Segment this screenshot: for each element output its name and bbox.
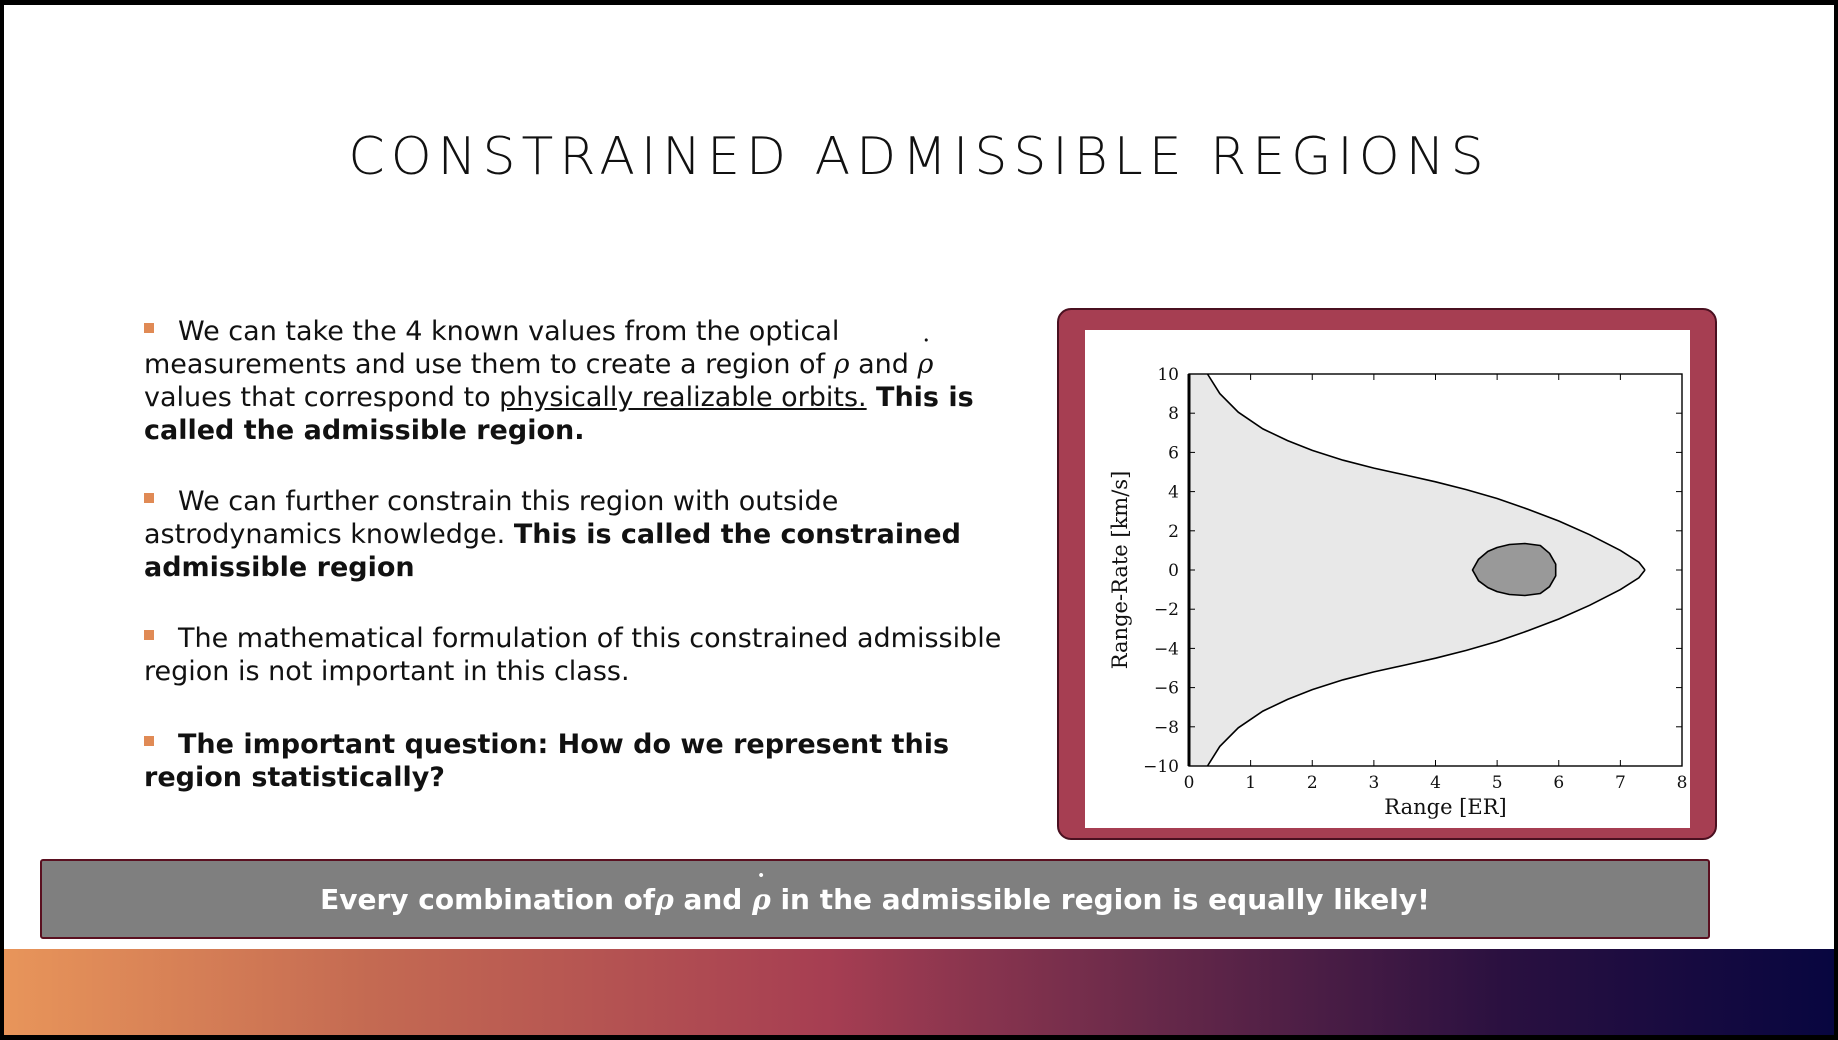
bullet-4-bold: The important question: How do we repres… [144, 729, 950, 793]
x-tick-label: 2 [1307, 773, 1318, 793]
bullet-1-text-a: We can take the 4 known values from the … [144, 316, 840, 380]
rho-symbol: ρ [833, 349, 850, 380]
x-tick-label: 7 [1615, 773, 1626, 793]
callout-text-a: Every combination of [320, 882, 656, 916]
x-tick-label: 6 [1553, 773, 1564, 793]
callout-text-b: and [683, 882, 743, 916]
underlined-phrase: physically realizable orbits. [499, 382, 867, 413]
bullet-4: The important question: How do we repres… [144, 728, 1004, 794]
bullet-1-bold: This is called the admissible region. [144, 382, 974, 446]
bullet-1: We can take the 4 known values from the … [144, 315, 1004, 447]
y-tick-label: −10 [1143, 757, 1179, 777]
y-tick-label: −6 [1154, 679, 1179, 699]
y-tick-label: 0 [1168, 561, 1179, 581]
figure-panel: 0 1 2 3 4 5 6 7 8 10 8 6 4 2 0 −2 −4 −6 −8 −10 Range [ER] Ran… [1085, 330, 1690, 828]
bullet-list: We can take the 4 known values from the … [144, 315, 1004, 832]
bullet-marker [144, 630, 154, 640]
bullet-marker [144, 736, 154, 746]
slide-title: CONSTRAINED ADMISSIBLE REGIONS [348, 127, 1490, 187]
slide: CONSTRAINED ADMISSIBLE REGIONS We can ta… [4, 5, 1834, 1035]
y-tick-label: 8 [1168, 404, 1179, 424]
x-tick-label: 1 [1245, 773, 1256, 793]
y-tick-label: −2 [1154, 600, 1179, 620]
x-axis-label: Range [ER] [1384, 795, 1506, 819]
admissible-region-chart: 0 1 2 3 4 5 6 7 8 10 8 6 4 2 0 −2 −4 −6 −8 −10 Range [ER] Ran… [1108, 365, 1688, 819]
x-tick-label: 0 [1184, 773, 1195, 793]
y-tick-label: −8 [1154, 718, 1179, 738]
admissible-region-lower-boundary [1206, 569, 1646, 767]
bullet-2-bold: This is called the constrained admissibl… [144, 519, 961, 583]
x-tick-label: 8 [1677, 773, 1688, 793]
bullet-marker [144, 493, 154, 503]
footer-gradient-bar [4, 949, 1834, 1035]
bullet-1-text-c: values that correspond to [144, 382, 500, 413]
rho-dot-symbol: ρ [918, 334, 934, 381]
callout-text-c: in the admissible region is equally like… [780, 882, 1430, 916]
bullet-3: The mathematical formulation of this con… [144, 622, 1004, 688]
bullet-2-text: We can further constrain this region wit… [144, 486, 839, 550]
x-tick-label: 4 [1430, 773, 1441, 793]
rho-dot-symbol: ρ [752, 869, 771, 916]
y-axis-label: Range-Rate [km/s] [1108, 471, 1132, 670]
callout-banner: Every combination of ρ and ρ in the admi… [40, 859, 1710, 939]
x-tick-label: 3 [1368, 773, 1379, 793]
bullet-1-text-b: and [849, 349, 918, 380]
y-tick-label: −4 [1154, 639, 1179, 659]
rho-symbol: ρ [655, 882, 674, 916]
bullet-marker [144, 323, 154, 333]
y-tick-label: 6 [1168, 443, 1179, 463]
bullet-3-text: The mathematical formulation of this con… [144, 623, 1002, 687]
x-tick-label: 5 [1492, 773, 1503, 793]
constrained-region-blob [1471, 542, 1557, 597]
bullet-2: We can further constrain this region wit… [144, 485, 1004, 584]
admissible-region-upper-boundary [1206, 373, 1646, 571]
admissible-region-fill [1189, 374, 1645, 766]
y-tick-label: 2 [1168, 522, 1179, 542]
y-tick-label: 4 [1168, 483, 1179, 503]
y-tick-label: 10 [1157, 365, 1179, 385]
